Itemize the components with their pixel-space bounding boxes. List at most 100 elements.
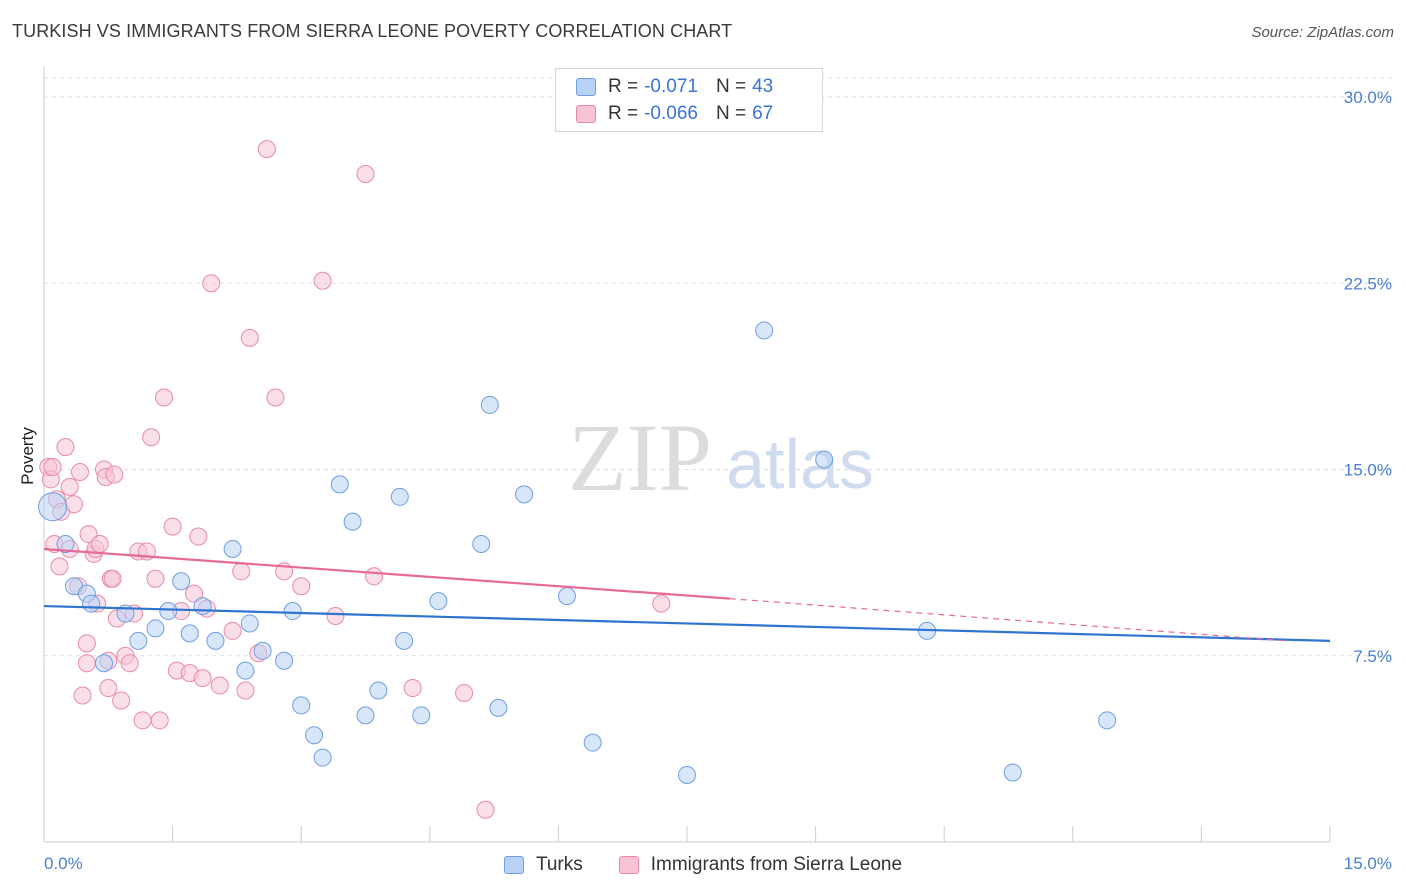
data-point-sierra-leone bbox=[210, 676, 229, 695]
legend-swatch-sierra-leone bbox=[576, 105, 596, 123]
data-point-sierra-leone bbox=[232, 562, 251, 581]
data-point-turks bbox=[253, 641, 272, 660]
data-point-turks bbox=[206, 631, 225, 650]
data-point-sierra-leone bbox=[652, 594, 671, 613]
data-point-turks bbox=[82, 594, 101, 613]
data-point-sierra-leone bbox=[146, 569, 165, 588]
legend-swatch-sierra-leone bbox=[618, 856, 639, 874]
data-point-turks bbox=[755, 321, 774, 340]
legend-r-value: -0.066 bbox=[644, 103, 698, 124]
y-tick-label: 22.5% bbox=[1344, 274, 1392, 293]
data-point-sierra-leone bbox=[142, 428, 161, 447]
data-point-sierra-leone bbox=[326, 607, 345, 626]
y-tick-label: 15.0% bbox=[1344, 461, 1392, 480]
data-point-sierra-leone bbox=[60, 477, 79, 496]
legend-swatch-turks bbox=[503, 856, 524, 874]
y-tick-label: 30.0% bbox=[1344, 88, 1392, 107]
data-point-sierra-leone bbox=[112, 691, 131, 710]
data-point-sierra-leone bbox=[292, 577, 311, 596]
data-point-turks bbox=[38, 492, 68, 522]
data-point-sierra-leone bbox=[189, 527, 208, 546]
data-point-turks bbox=[172, 572, 191, 591]
watermark: ZIP atlas bbox=[568, 404, 874, 511]
data-point-sierra-leone bbox=[403, 679, 422, 698]
legend-r-value: -0.071 bbox=[644, 76, 698, 97]
data-point-turks bbox=[275, 651, 294, 670]
data-point-turks bbox=[1003, 763, 1022, 782]
data-point-turks bbox=[56, 535, 75, 553]
data-point-turks bbox=[369, 681, 388, 700]
legend-row-turks: R = -0.071 N = 43 bbox=[576, 74, 773, 100]
data-point-sierra-leone bbox=[120, 654, 139, 673]
data-point-turks bbox=[356, 706, 375, 725]
legend-label-turks: Turks bbox=[535, 854, 583, 875]
data-point-turks bbox=[223, 539, 242, 558]
watermark-atlas: atlas bbox=[726, 425, 874, 503]
data-point-sierra-leone bbox=[43, 458, 62, 477]
legend-r-label: R = bbox=[608, 76, 639, 97]
y-axis-title: Poverty bbox=[18, 427, 37, 485]
data-point-sierra-leone bbox=[155, 388, 174, 407]
data-point-turks bbox=[180, 624, 199, 643]
data-point-turks bbox=[815, 450, 834, 469]
data-point-sierra-leone bbox=[223, 621, 242, 640]
series-turks bbox=[38, 321, 1117, 784]
series-legend: Turks Immigrants from Sierra Leone bbox=[0, 852, 1406, 878]
data-point-sierra-leone bbox=[105, 465, 124, 484]
data-point-sierra-leone bbox=[163, 517, 182, 536]
data-point-sierra-leone bbox=[257, 140, 276, 159]
chart-source: Source: ZipAtlas.com bbox=[1251, 24, 1394, 41]
data-point-sierra-leone bbox=[266, 388, 285, 407]
y-tick-label: 7.5% bbox=[1353, 647, 1392, 666]
data-point-turks bbox=[472, 535, 491, 553]
data-point-sierra-leone bbox=[50, 557, 69, 576]
legend-n-label: N = bbox=[715, 103, 747, 124]
data-point-turks bbox=[583, 733, 602, 752]
x-tick-label: 15.0% bbox=[1344, 854, 1392, 873]
legend-item-sierra-leone[interactable]: Immigrants from Sierra Leone bbox=[618, 854, 902, 876]
data-point-sierra-leone bbox=[77, 634, 96, 653]
legend-n-value: 67 bbox=[752, 103, 774, 124]
data-point-turks bbox=[412, 706, 431, 725]
trend-lines bbox=[43, 547, 1331, 642]
data-point-turks bbox=[313, 748, 332, 767]
x-tick-label: 0.0% bbox=[44, 854, 83, 873]
data-point-turks bbox=[330, 475, 349, 494]
data-point-sierra-leone bbox=[90, 535, 109, 553]
data-point-sierra-leone bbox=[356, 164, 375, 183]
legend-r-label: R = bbox=[608, 103, 639, 124]
legend-swatch-turks bbox=[576, 78, 596, 96]
data-point-turks bbox=[193, 597, 212, 616]
watermark-zip: ZIP bbox=[568, 404, 712, 511]
data-point-sierra-leone bbox=[476, 800, 495, 819]
data-point-turks bbox=[305, 726, 324, 745]
trend-line-sierra-leone-extrapolated bbox=[729, 598, 1288, 642]
data-point-sierra-leone bbox=[455, 684, 474, 702]
data-point-turks bbox=[283, 602, 302, 621]
data-point-sierra-leone bbox=[185, 584, 204, 603]
data-point-sierra-leone bbox=[71, 462, 90, 481]
tick-labels: 7.5% 15.0% 22.5% 30.0% 0.0% 15.0% bbox=[44, 88, 1392, 873]
data-point-turks bbox=[515, 485, 534, 504]
data-point-turks bbox=[390, 487, 409, 506]
data-point-sierra-leone bbox=[133, 711, 152, 730]
data-point-turks bbox=[236, 661, 255, 680]
data-point-turks bbox=[480, 395, 499, 414]
data-point-turks bbox=[292, 696, 311, 715]
data-point-sierra-leone bbox=[65, 495, 84, 514]
legend-item-turks[interactable]: Turks bbox=[503, 854, 583, 876]
data-point-sierra-leone bbox=[240, 328, 259, 347]
data-point-turks bbox=[557, 587, 576, 606]
data-point-sierra-leone bbox=[365, 567, 384, 586]
data-point-sierra-leone bbox=[236, 681, 255, 700]
data-point-turks bbox=[129, 631, 148, 650]
data-point-turks bbox=[240, 614, 259, 633]
data-point-turks bbox=[489, 698, 508, 717]
data-point-sierra-leone bbox=[77, 654, 96, 673]
data-point-sierra-leone bbox=[202, 274, 221, 293]
data-point-turks bbox=[678, 765, 696, 784]
legend-row-sierra-leone: R = -0.066 N = 67 bbox=[576, 101, 773, 127]
data-point-turks bbox=[146, 619, 165, 638]
data-point-sierra-leone bbox=[99, 679, 118, 698]
data-point-turks bbox=[343, 512, 362, 531]
